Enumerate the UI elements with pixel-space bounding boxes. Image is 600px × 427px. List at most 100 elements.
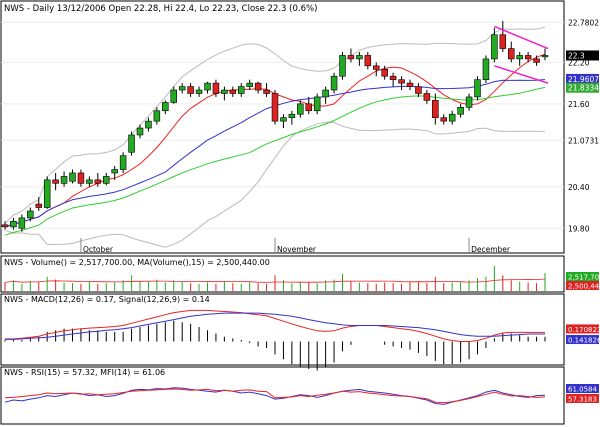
- candle-body: [297, 103, 304, 115]
- candle-body: [35, 203, 43, 208]
- candle-body: [482, 58, 490, 80]
- candle-body: [111, 169, 118, 174]
- candle-body: [347, 55, 355, 60]
- candle-body: [1, 224, 9, 228]
- volume-tag-box: [566, 281, 599, 290]
- rsi-panel: NWS - RSI(15) = 57.32, MFI(14) = 61.06 6…: [0, 366, 599, 425]
- candle-body: [128, 134, 135, 153]
- candle-body: [204, 82, 211, 91]
- candle-body: [60, 176, 68, 184]
- candle-body: [507, 48, 515, 60]
- volume-tag-box: [566, 272, 599, 281]
- candle-body: [145, 120, 152, 129]
- rsi-lines: [4, 387, 546, 405]
- price-y-tick-label: 22.20: [568, 58, 590, 67]
- candle-body: [27, 210, 34, 219]
- macd-title: NWS - MACD(12,26) = 0.17, Signal(12,26,9…: [4, 295, 210, 304]
- rsi-tags: 61.0584 57.3183: [566, 384, 599, 404]
- candle-body: [212, 82, 220, 94]
- price-y-axis: 22.7802 22.20 21.60 21.0731 20.40 19.80: [568, 18, 599, 233]
- ma-green-line: [4, 86, 546, 236]
- candle-body: [474, 79, 481, 98]
- price-y-tick-label: 20.40: [568, 183, 590, 192]
- candle-body: [406, 82, 414, 87]
- candle-body: [499, 34, 507, 49]
- candle-body: [229, 89, 237, 94]
- candle-body: [313, 96, 321, 112]
- macd-histogram: [4, 320, 546, 371]
- candle-body: [415, 86, 422, 94]
- candle-body: [77, 172, 85, 184]
- channel-lower-line: [494, 65, 549, 84]
- candle-body: [221, 89, 228, 94]
- month-label: October: [83, 245, 114, 254]
- candle-body: [52, 179, 59, 184]
- candle-body: [381, 68, 388, 77]
- price-tag-box: [566, 50, 599, 61]
- upper-bollinger-band: [4, 26, 546, 224]
- candle-body: [339, 55, 346, 77]
- candle-body: [398, 79, 405, 84]
- candle-body: [86, 179, 93, 184]
- macd-panel-frame: [0, 293, 565, 366]
- price-y-tick-label: 21.0731: [568, 136, 599, 145]
- candle-body: [246, 82, 253, 87]
- volume-tag-label: 2,517,700: [568, 274, 600, 282]
- candle-body: [280, 117, 287, 122]
- candle-body: [237, 86, 245, 94]
- candle-body: [372, 65, 380, 70]
- rsi-tag-box: [566, 394, 599, 403]
- rsi-tag-label: 57.3183: [568, 396, 597, 404]
- price-tag-label: 21.8334: [568, 84, 599, 93]
- candle-body: [440, 117, 448, 122]
- candle-body: [364, 55, 372, 67]
- candle-body: [162, 102, 169, 112]
- candle-body: [178, 86, 186, 91]
- price-y-tick-label: 19.80: [568, 224, 590, 233]
- macd-panel: NWS - MACD(12,26) = 0.17, Signal(12,26,9…: [0, 293, 600, 371]
- trend-channel: [494, 25, 549, 84]
- candle-body: [187, 86, 194, 94]
- candle-body: [102, 176, 110, 184]
- candle-body: [271, 93, 279, 122]
- candle-body: [516, 55, 523, 60]
- candle-body: [457, 107, 464, 115]
- price-panel-frame: [0, 0, 565, 254]
- price-tag-box: [566, 73, 599, 84]
- volume-panel: NWS - Volume() = 2,517,700.00, MA(Volume…: [0, 255, 600, 293]
- candle-body: [432, 100, 439, 118]
- candle-body: [195, 89, 203, 94]
- candles: [1, 20, 549, 232]
- candle-body: [94, 179, 102, 184]
- candle-body: [69, 172, 76, 182]
- macd-tag-box: [566, 324, 599, 334]
- candle-body: [43, 179, 51, 208]
- volume-tags: 2,517,7002,500,440: [566, 272, 600, 291]
- candle-body: [170, 89, 178, 103]
- candle-body: [389, 75, 397, 80]
- candle-body: [18, 217, 26, 229]
- macd-lines: [5, 309, 545, 342]
- candle-body: [423, 93, 431, 101]
- candle-body: [10, 221, 17, 228]
- volume-title: NWS - Volume() = 2,517,700.00, MA(Volume…: [4, 258, 270, 267]
- candle-body: [263, 89, 270, 94]
- price-title: NWS - Daily 13/12/2006 Open 22.28, Hi 22…: [4, 4, 317, 14]
- price-panel: NWS - Daily 13/12/2006 Open 22.28, Hi 22…: [0, 0, 599, 254]
- macd-tag-label: 0.170823: [568, 326, 600, 334]
- volume-ma-line: [4, 278, 546, 283]
- candle-body: [254, 82, 262, 91]
- lower-bollinger-band: [4, 121, 546, 248]
- volume-panel-frame: [0, 255, 565, 293]
- candle-body: [465, 96, 473, 108]
- candle-body: [305, 103, 313, 112]
- month-label: December: [471, 245, 511, 254]
- candle-body: [448, 113, 456, 122]
- candle-body: [322, 89, 329, 98]
- candle-body: [153, 110, 161, 122]
- price-tag-box: [566, 82, 599, 93]
- macd-tag-label: 0.141826: [568, 337, 600, 345]
- price-y-tick-label: 22.7802: [568, 18, 599, 27]
- rsi-tag-label: 61.0584: [568, 386, 597, 394]
